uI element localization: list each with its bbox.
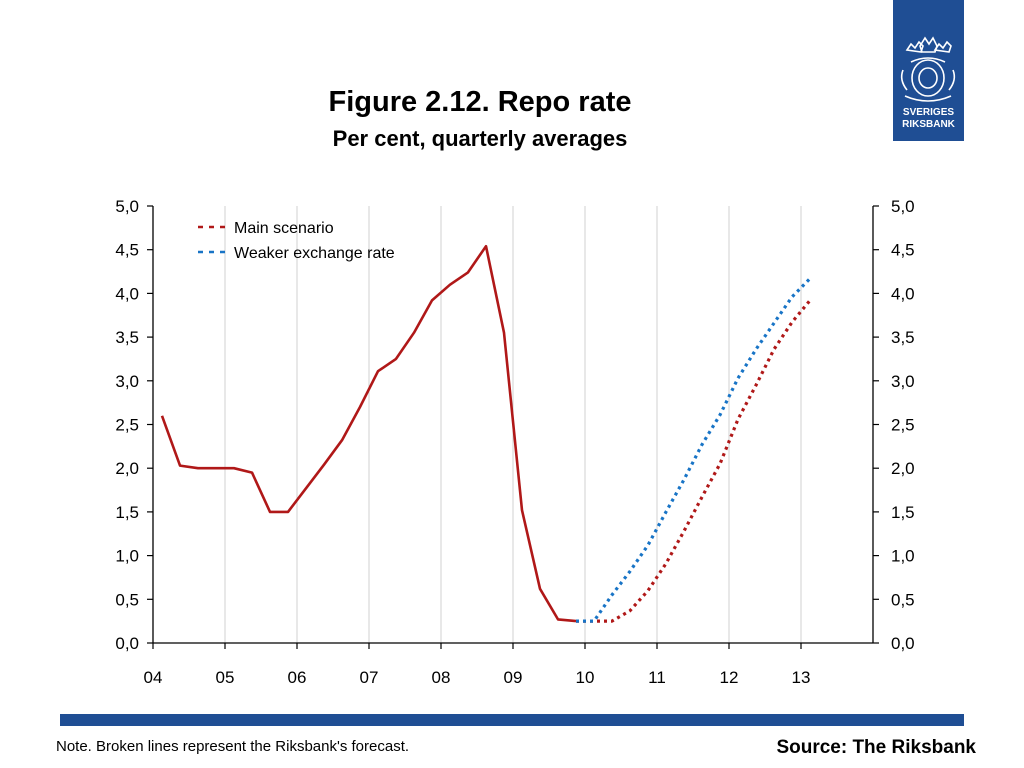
y-tick-label-left: 1,0 bbox=[115, 547, 139, 566]
x-tick-label: 08 bbox=[432, 668, 451, 687]
x-tick-label: 06 bbox=[288, 668, 307, 687]
legend-label-2: Weaker exchange rate bbox=[234, 245, 395, 262]
footer-bar bbox=[60, 714, 964, 726]
y-tick-label-right: 2,0 bbox=[891, 459, 915, 478]
x-tick-label: 11 bbox=[648, 668, 666, 687]
series-line-2 bbox=[576, 277, 812, 623]
legend-label-1: Main scenario bbox=[234, 220, 334, 237]
forecast-note: Note. Broken lines represent the Riksban… bbox=[56, 738, 410, 755]
y-tick-label-right: 3,0 bbox=[891, 372, 915, 391]
y-tick-label-right: 3,5 bbox=[891, 328, 915, 347]
crown-emblem-icon bbox=[900, 36, 956, 102]
legend: Main scenario Weaker exchange rate bbox=[198, 220, 395, 262]
y-tick-label-right: 2,5 bbox=[891, 416, 915, 435]
y-tick-label-left: 0,5 bbox=[115, 590, 139, 609]
x-tick-label: 04 bbox=[144, 668, 163, 687]
series-line-1 bbox=[576, 299, 812, 623]
y-tick-label-left: 5,0 bbox=[115, 197, 139, 216]
x-tick-label: 09 bbox=[504, 668, 523, 687]
y-tick-label-left: 4,5 bbox=[115, 241, 139, 260]
x-tick-label: 10 bbox=[576, 668, 595, 687]
y-tick-label-left: 2,0 bbox=[115, 459, 139, 478]
y-tick-label-left: 3,5 bbox=[115, 328, 139, 347]
figure-title: Figure 2.12. Repo rate bbox=[328, 86, 632, 118]
y-tick-label-left: 1,5 bbox=[115, 503, 139, 522]
riksbank-logo: SVERIGES RIKSBANK bbox=[893, 0, 964, 141]
x-tick-label: 05 bbox=[216, 668, 235, 687]
y-tick-label-right: 1,5 bbox=[891, 503, 915, 522]
y-tick-label-right: 4,5 bbox=[891, 241, 915, 260]
x-tick-label: 12 bbox=[720, 668, 739, 687]
y-tick-label-right: 4,0 bbox=[891, 284, 915, 303]
repo-rate-chart: 0,0 0,0 0,5 0,5 1,0 1,0 1,5 1,5 2,0 2,0 2,5 2,5 3,0 3… bbox=[115, 197, 914, 687]
y-tick-label-left: 3,0 bbox=[115, 372, 139, 391]
axes: 0,0 0,0 0,5 0,5 1,0 1,0 1,5 1,5 2,0 2,0 2,5 2,5 3,0 3… bbox=[115, 197, 914, 687]
y-tick-label-right: 0,5 bbox=[891, 590, 915, 609]
y-tick-label-left: 4,0 bbox=[115, 284, 139, 303]
series-layer bbox=[160, 244, 812, 623]
y-tick-label-right: 1,0 bbox=[891, 547, 915, 566]
grid-lines bbox=[224, 206, 802, 643]
logo-line-riksbank: RIKSBANK bbox=[902, 119, 955, 130]
y-tick-label-left: 0,0 bbox=[115, 634, 139, 653]
figure-subtitle: Per cent, quarterly averages bbox=[332, 126, 628, 151]
y-tick-label-left: 2,5 bbox=[115, 416, 139, 435]
y-tick-label-right: 5,0 bbox=[891, 197, 915, 216]
x-tick-label: 07 bbox=[360, 668, 379, 687]
source-label: Source: The Riksbank bbox=[776, 737, 976, 758]
logo-line-sveriges: SVERIGES bbox=[902, 107, 955, 118]
series-line-0 bbox=[160, 244, 577, 623]
y-tick-label-right: 0,0 bbox=[891, 634, 915, 653]
logo-wordmark: SVERIGES RIKSBANK bbox=[893, 107, 964, 131]
x-tick-label: 13 bbox=[792, 668, 811, 687]
